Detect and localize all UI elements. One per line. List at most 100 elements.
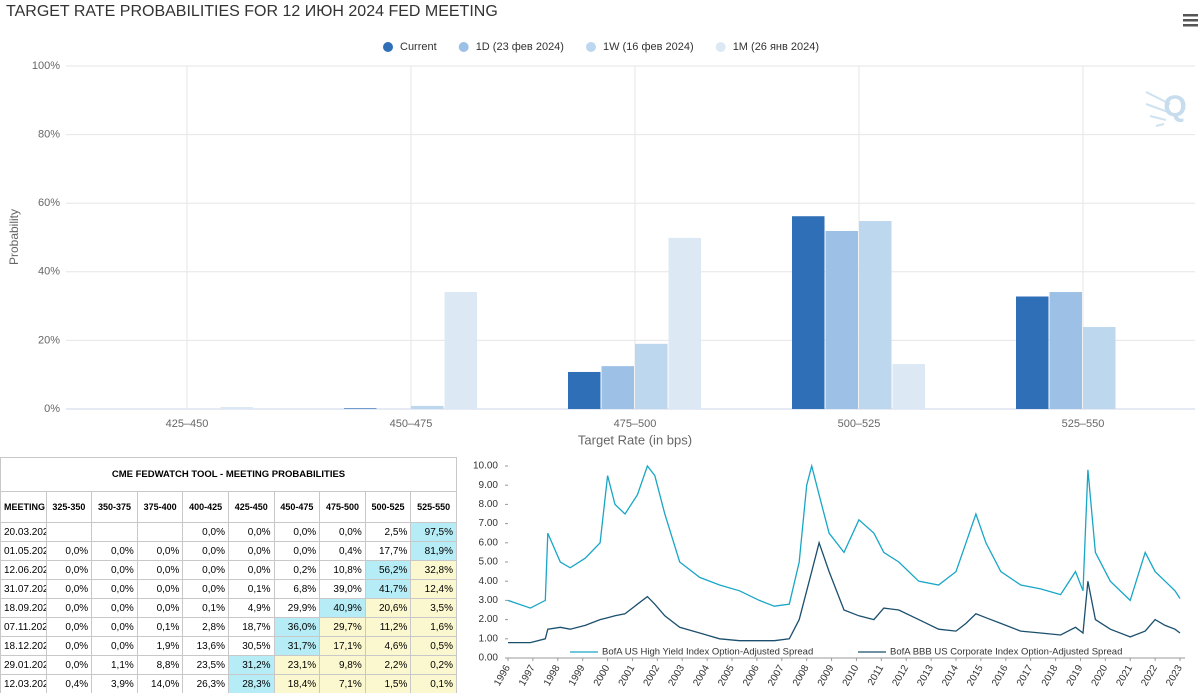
bar-chart: TARGET RATE PROBABILITIES FOR 12 ИЮН 202…	[6, 3, 1198, 447]
probability-cell: 13,6%	[182, 636, 229, 656]
probability-cell: 2,8%	[182, 617, 229, 637]
probability-cell: 0,0%	[182, 579, 229, 599]
probability-cell: 0,0%	[45, 579, 93, 599]
probability-cell: 0,0%	[136, 579, 184, 599]
x-tick-label: 1998	[542, 663, 563, 688]
probability-cell: 17,1%	[319, 636, 366, 656]
probability-cell: 0,4%	[319, 541, 366, 561]
y-tick-label: 10.00	[473, 461, 498, 472]
column-header: 400-425	[182, 491, 229, 523]
table-title: CME FEDWATCH TOOL - MEETING PROBABILITIE…	[0, 457, 457, 492]
x-tick-label: 2022	[1139, 663, 1160, 688]
y-tick-label: 3.00	[479, 595, 499, 606]
legend-item: BofA BBB US Corporate Index Option-Adjus…	[858, 647, 1122, 658]
x-tick-label: 2005	[716, 663, 737, 688]
y-tick-label: 20%	[38, 334, 60, 346]
probability-cell: 1,1%	[91, 655, 138, 675]
meeting-date: 12.06.2024	[0, 560, 47, 580]
probability-cell: 3,9%	[91, 674, 138, 693]
logo-stroke	[1145, 91, 1171, 127]
bar	[825, 230, 858, 409]
probability-cell: 14,0%	[136, 674, 184, 693]
probability-cell: 0,1%	[410, 674, 457, 693]
line-chart: 0.00 1.00 2.00 3.00 4.00 5.00 6.00 7.00 8.00 9.00…	[473, 461, 1185, 688]
legend-item[interactable]: 1M (26 янв 2024)	[715, 41, 819, 53]
y-tick-label: 5.00	[479, 557, 499, 568]
watermark: Q	[1163, 90, 1186, 123]
probability-cell	[91, 522, 138, 542]
probability-cell: 0,0%	[182, 541, 229, 561]
legend-item[interactable]: 1D (23 фев 2024)	[458, 41, 564, 53]
probability-cell: 56,2%	[364, 560, 412, 580]
series-line	[507, 463, 1181, 609]
probability-cell: 97,5%	[410, 522, 457, 542]
probability-cell: 23,1%	[273, 655, 321, 675]
x-tick-label: 2004	[691, 663, 712, 688]
probability-cell: 7,1%	[319, 674, 366, 693]
probability-cell: 29,7%	[319, 617, 366, 637]
probability-table: CME FEDWATCH TOOL - MEETING PROBABILITIE…	[0, 457, 457, 693]
x-tick-label: 2007	[766, 663, 787, 688]
probability-cell: 9,8%	[319, 655, 366, 675]
probability-cell: 4,9%	[227, 598, 275, 618]
probability-cell: 0,0%	[91, 560, 138, 580]
table-row: 12.03.20250,4%3,9%14,0%26,3%28,3%18,4%7,…	[0, 674, 457, 693]
probability-cell	[136, 522, 184, 542]
probability-cell: 32,8%	[410, 560, 457, 580]
menu-icon[interactable]	[1183, 14, 1198, 27]
meeting-date: 29.01.2025	[0, 655, 47, 675]
column-header: 450-475	[273, 491, 321, 523]
probability-cell: 18,7%	[227, 617, 275, 637]
probability-cell: 0,0%	[45, 598, 93, 618]
probability-cell: 0,0%	[227, 560, 275, 580]
legend-item[interactable]: 1W (16 фев 2024)	[585, 41, 694, 53]
y-tick-label: 4.00	[479, 576, 499, 587]
table-row: 12.06.20240,0%0,0%0,0%0,0%0,0%0,2%10,8%5…	[0, 560, 457, 580]
probability-cell: 0,0%	[91, 617, 138, 637]
probability-cell: 0,0%	[182, 560, 229, 580]
x-tick-label: 2013	[915, 663, 936, 688]
x-tick-label: 450–475	[390, 418, 433, 430]
probability-cell: 3,5%	[410, 598, 457, 618]
x-tick-label: 1996	[492, 663, 513, 688]
bar	[892, 364, 925, 409]
bar	[220, 406, 253, 409]
y-axis-label: Probability	[7, 209, 21, 265]
column-header: 425-450	[227, 491, 275, 523]
probability-cell: 23,5%	[182, 655, 229, 675]
probability-cell: 31,7%	[273, 636, 321, 656]
bar	[568, 371, 601, 409]
legend-item[interactable]: Current	[383, 41, 437, 53]
legend-item: BofA US High Yield Index Option-Adjusted…	[570, 647, 813, 658]
meeting-date: 31.07.2024	[0, 579, 47, 599]
column-header: 350-375	[91, 491, 138, 523]
probability-cell: 0,1%	[136, 617, 184, 637]
meeting-date: 12.03.2025	[0, 674, 47, 693]
probability-cell: 0,0%	[227, 541, 275, 561]
y-tick-label: 8.00	[479, 499, 499, 510]
x-tick-label: 2016	[990, 663, 1011, 688]
bar	[1049, 292, 1082, 409]
probability-cell: 0,0%	[319, 522, 366, 542]
y-tick-label: 80%	[38, 129, 60, 141]
probability-cell: 8,8%	[136, 655, 184, 675]
bar	[1016, 296, 1049, 409]
legend-label: Current	[400, 41, 437, 53]
legend-label: BofA BBB US Corporate Index Option-Adjus…	[890, 647, 1122, 658]
y-tick-label: 40%	[38, 266, 60, 278]
probability-cell: 0,0%	[45, 636, 93, 656]
table-row: 18.09.20240,0%0,0%0,0%0,1%4,9%29,9%40,9%…	[0, 598, 457, 618]
probability-cell: 18,4%	[273, 674, 321, 693]
probability-cell: 30,5%	[227, 636, 275, 656]
x-tick-label: 2002	[642, 663, 663, 688]
bar	[1083, 327, 1116, 409]
table-row: 20.03.20240,0%0,0%0,0%0,0%2,5%97,5%	[0, 522, 457, 542]
y-tick-label: 9.00	[479, 480, 499, 491]
x-tick-label: 2019	[1065, 663, 1086, 688]
bar	[444, 292, 477, 409]
x-tick-label: 2017	[1015, 663, 1036, 688]
x-tick-label: 2020	[1090, 663, 1111, 688]
bar	[792, 216, 825, 409]
logo: Q	[1145, 90, 1187, 127]
probability-cell: 0,0%	[91, 541, 138, 561]
